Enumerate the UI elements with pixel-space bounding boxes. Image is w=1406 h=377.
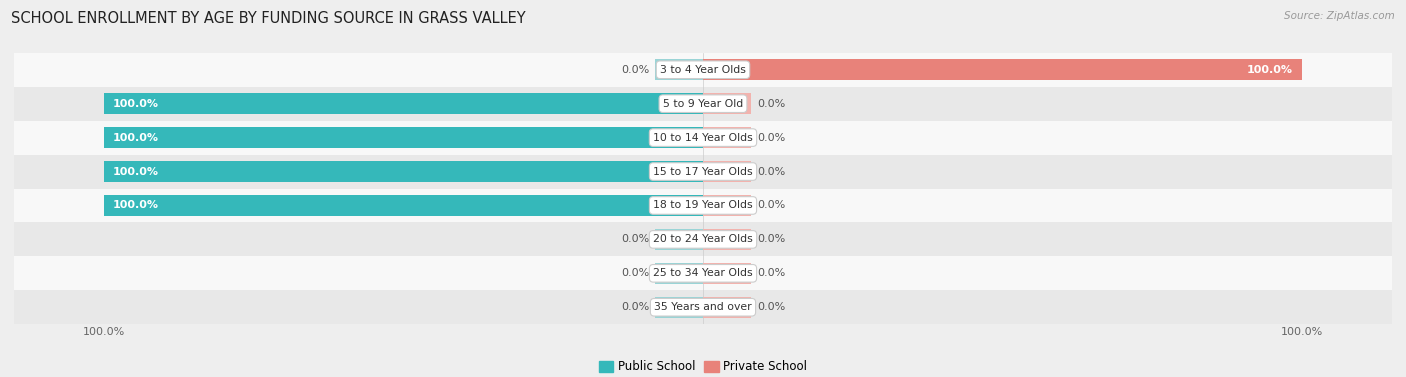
Bar xyxy=(104,161,703,182)
Bar xyxy=(655,59,703,80)
Bar xyxy=(104,127,703,148)
Bar xyxy=(655,263,703,284)
Text: 0.0%: 0.0% xyxy=(756,268,785,278)
Bar xyxy=(14,256,1392,290)
Bar xyxy=(703,93,751,114)
Bar xyxy=(14,53,1392,87)
Text: 100.0%: 100.0% xyxy=(112,201,159,210)
Bar xyxy=(703,161,751,182)
Bar xyxy=(703,59,1302,80)
Bar xyxy=(104,195,703,216)
Text: 100.0%: 100.0% xyxy=(112,99,159,109)
Text: 0.0%: 0.0% xyxy=(621,234,650,244)
Bar xyxy=(14,87,1392,121)
Text: 15 to 17 Year Olds: 15 to 17 Year Olds xyxy=(654,167,752,176)
Text: 100.0%: 100.0% xyxy=(1247,65,1294,75)
Text: SCHOOL ENROLLMENT BY AGE BY FUNDING SOURCE IN GRASS VALLEY: SCHOOL ENROLLMENT BY AGE BY FUNDING SOUR… xyxy=(11,11,526,26)
Text: 0.0%: 0.0% xyxy=(621,302,650,312)
Text: 0.0%: 0.0% xyxy=(756,201,785,210)
Bar xyxy=(14,290,1392,324)
Bar xyxy=(703,127,751,148)
Text: 0.0%: 0.0% xyxy=(756,234,785,244)
Bar xyxy=(14,222,1392,256)
Bar xyxy=(703,229,751,250)
Bar xyxy=(655,297,703,318)
Text: 0.0%: 0.0% xyxy=(756,302,785,312)
Text: Source: ZipAtlas.com: Source: ZipAtlas.com xyxy=(1284,11,1395,21)
Bar xyxy=(703,297,751,318)
Text: 5 to 9 Year Old: 5 to 9 Year Old xyxy=(662,99,744,109)
Bar xyxy=(703,195,751,216)
Bar xyxy=(14,121,1392,155)
Text: 100.0%: 100.0% xyxy=(112,133,159,143)
Text: 3 to 4 Year Olds: 3 to 4 Year Olds xyxy=(659,65,747,75)
Bar xyxy=(703,263,751,284)
Text: 0.0%: 0.0% xyxy=(756,167,785,176)
Bar xyxy=(14,155,1392,188)
Text: 10 to 14 Year Olds: 10 to 14 Year Olds xyxy=(654,133,752,143)
Bar xyxy=(104,93,703,114)
Text: 0.0%: 0.0% xyxy=(756,133,785,143)
Legend: Public School, Private School: Public School, Private School xyxy=(593,356,813,377)
Text: 0.0%: 0.0% xyxy=(621,65,650,75)
Bar xyxy=(14,188,1392,222)
Text: 35 Years and over: 35 Years and over xyxy=(654,302,752,312)
Bar xyxy=(655,229,703,250)
Text: 100.0%: 100.0% xyxy=(112,167,159,176)
Text: 25 to 34 Year Olds: 25 to 34 Year Olds xyxy=(654,268,752,278)
Text: 0.0%: 0.0% xyxy=(621,268,650,278)
Text: 0.0%: 0.0% xyxy=(756,99,785,109)
Text: 20 to 24 Year Olds: 20 to 24 Year Olds xyxy=(654,234,752,244)
Text: 18 to 19 Year Olds: 18 to 19 Year Olds xyxy=(654,201,752,210)
